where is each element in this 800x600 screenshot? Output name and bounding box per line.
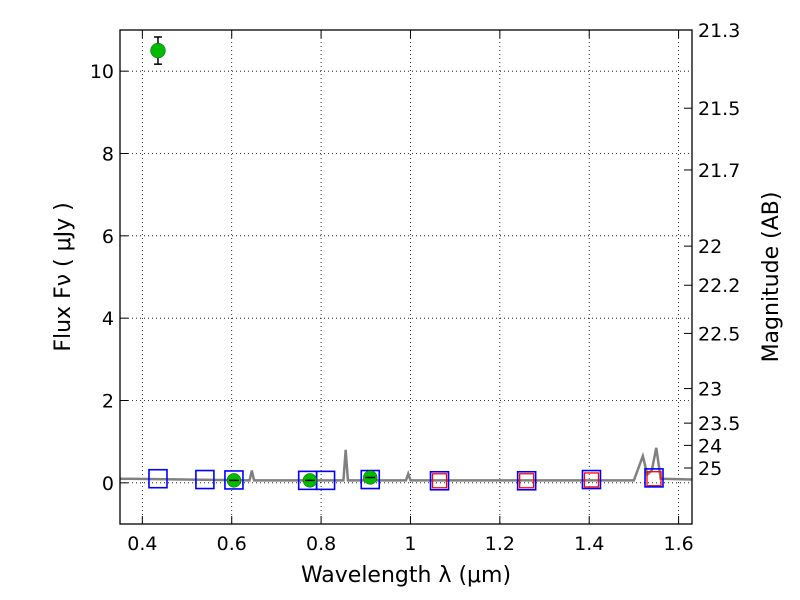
- photometry-square: [431, 473, 448, 489]
- y-right-tick-label: 23: [698, 379, 722, 401]
- y-right-tick-label: 21.3: [698, 20, 740, 42]
- y-tick-label: 10: [90, 61, 114, 83]
- model-square: [429, 470, 450, 491]
- y-tick-label: 8: [102, 144, 114, 166]
- data-markers: [148, 36, 664, 491]
- plot-frame: [119, 29, 693, 525]
- model-square: [224, 470, 244, 490]
- y-tick-label: 6: [102, 226, 114, 248]
- model-spectrum: [119, 447, 693, 482]
- x-tick-label: 0.4: [127, 533, 157, 555]
- model-square: [516, 470, 537, 491]
- x-tick-label: 1.4: [574, 533, 604, 555]
- photometry-square: [646, 471, 662, 487]
- model-square: [644, 468, 664, 488]
- y-right-tick-label: 21.5: [698, 98, 740, 120]
- y-right-tick-label: 23.5: [698, 413, 740, 435]
- x-tick-label: 1.6: [663, 533, 693, 555]
- x-tick-label: 1.2: [485, 533, 515, 555]
- y-right-tick-label: 24: [698, 435, 722, 457]
- x-tick-label: 1: [404, 533, 416, 555]
- x-tick-label: 0.6: [217, 533, 247, 555]
- y-right-axis-label: Magnitude (AB): [759, 192, 784, 363]
- y-tick-label: 2: [102, 391, 114, 413]
- y-axis-label: Flux Fν ( μJy ): [51, 202, 76, 351]
- y-right-tick-label: 25: [698, 458, 722, 480]
- model-square: [581, 469, 602, 490]
- x-tick-label: 0.8: [306, 533, 336, 555]
- y-right-tick-label: 22.5: [698, 323, 740, 345]
- grid-lines: [120, 30, 692, 524]
- axis-ticks: 0.4 0.6 0.8 1 1.2 1.4 1.6024681021.321.521.722…: [90, 20, 741, 555]
- model-square: [195, 469, 215, 490]
- y-right-tick-label: 22: [698, 236, 722, 258]
- photometry-square: [583, 472, 600, 488]
- y-right-tick-label: 22.2: [698, 275, 740, 297]
- detection-point: [150, 42, 166, 59]
- y-tick-label: 4: [102, 308, 114, 330]
- spectrum-line: [119, 447, 693, 482]
- y-tick-label: 0: [102, 473, 114, 495]
- y-right-tick-label: 21.7: [698, 160, 740, 182]
- x-axis-label: Wavelength λ (μm): [301, 563, 511, 588]
- photometry-square: [519, 473, 535, 489]
- model-square: [148, 468, 168, 489]
